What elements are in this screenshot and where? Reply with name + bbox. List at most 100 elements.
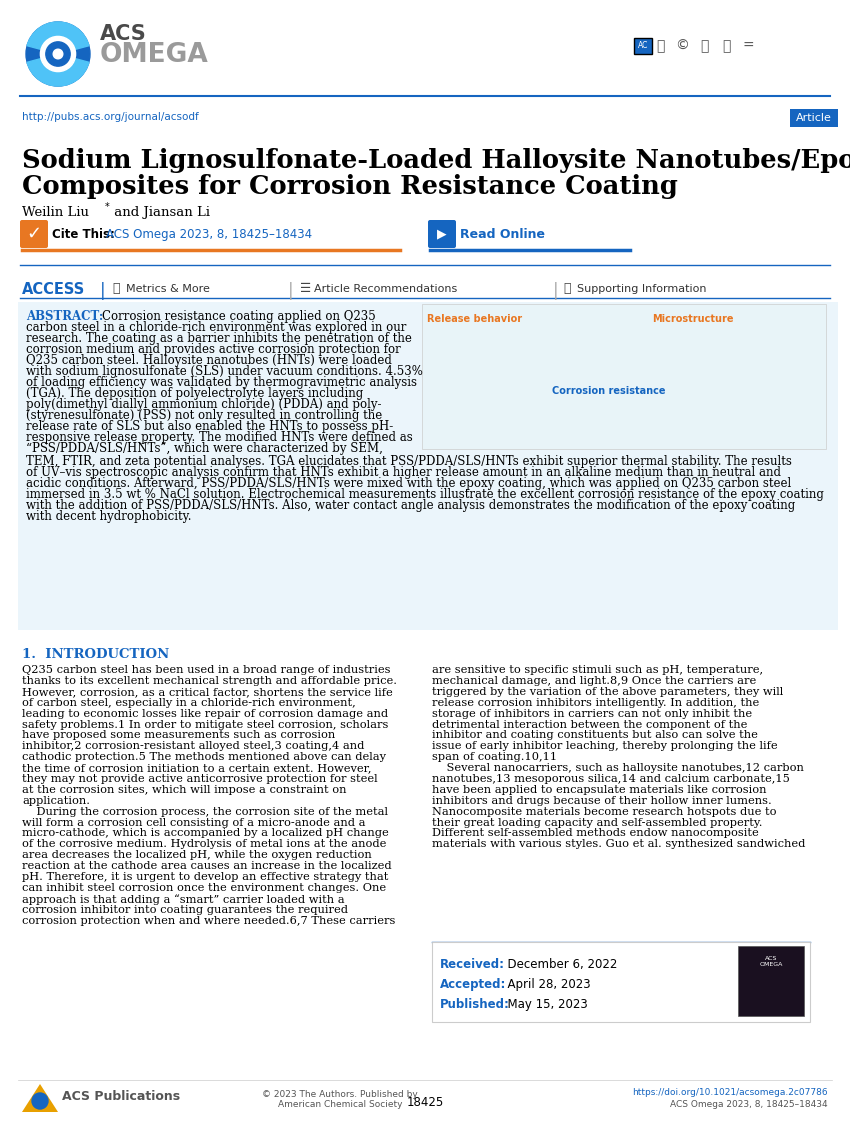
Text: corrosion protection when and where needed.6,7 These carriers: corrosion protection when and where need… [22,916,395,926]
FancyBboxPatch shape [422,304,826,450]
Text: release corrosion inhibitors intelligently. In addition, the: release corrosion inhibitors intelligent… [432,697,759,707]
Text: storage of inhibitors in carriers can not only inhibit the: storage of inhibitors in carriers can no… [432,708,752,719]
Text: ACS
OMEGA: ACS OMEGA [759,956,783,966]
Text: Microstructure: Microstructure [652,314,734,324]
Text: 18425: 18425 [406,1096,444,1109]
Text: of UV–vis spectroscopic analysis confirm that HNTs exhibit a higher release amou: of UV–vis spectroscopic analysis confirm… [26,466,781,479]
Text: OMEGA: OMEGA [100,41,209,68]
Text: immersed in 3.5 wt % NaCl solution. Electrochemical measurements illustrate the : immersed in 3.5 wt % NaCl solution. Elec… [26,488,824,501]
Text: of loading efficiency was validated by thermogravimetric analysis: of loading efficiency was validated by t… [26,376,417,389]
Text: https://doi.org/10.1021/acsomega.2c07786: https://doi.org/10.1021/acsomega.2c07786 [632,1088,828,1097]
Text: with decent hydrophobicity.: with decent hydrophobicity. [26,510,191,524]
Text: During the corrosion process, the corrosion site of the metal: During the corrosion process, the corros… [22,807,388,817]
Text: Composites for Corrosion Resistance Coating: Composites for Corrosion Resistance Coat… [22,174,677,200]
Text: responsive release property. The modified HNTs were defined as: responsive release property. The modifie… [26,430,413,444]
Text: ☰: ☰ [300,282,311,295]
Text: poly(dimethyl diallyl ammonium chloride) (PDDA) and poly-: poly(dimethyl diallyl ammonium chloride)… [26,398,382,411]
Text: Sodium Lignosulfonate-Loaded Halloysite Nanotubes/Epoxy: Sodium Lignosulfonate-Loaded Halloysite … [22,148,850,173]
Text: ©: © [675,39,689,53]
Circle shape [54,49,63,58]
Text: can inhibit steel corrosion once the environment changes. One: can inhibit steel corrosion once the env… [22,883,386,893]
Text: ⓘ: ⓘ [700,39,708,53]
Text: carbon steel in a chloride-rich environment was explored in our: carbon steel in a chloride-rich environm… [26,321,406,334]
Polygon shape [22,1084,58,1112]
Text: and Jiansan Li: and Jiansan Li [110,206,210,219]
Text: issue of early inhibitor leaching, thereby prolonging the life: issue of early inhibitor leaching, there… [432,741,778,751]
Text: Corrosion resistance coating applied on Q235: Corrosion resistance coating applied on … [102,311,376,323]
FancyBboxPatch shape [634,38,652,54]
Text: of the corrosive medium. Hydrolysis of metal ions at the anode: of the corrosive medium. Hydrolysis of m… [22,840,387,850]
Text: they may not provide active anticorrosive protection for steel: they may not provide active anticorrosiv… [22,773,377,784]
Text: Supporting Information: Supporting Information [577,284,706,294]
Text: mechanical damage, and light.8,9 Once the carriers are: mechanical damage, and light.8,9 Once th… [432,676,756,686]
Text: research. The coating as a barrier inhibits the penetration of the: research. The coating as a barrier inhib… [26,332,412,345]
Text: AC: AC [638,41,649,50]
Text: Q235 carbon steel has been used in a broad range of industries: Q235 carbon steel has been used in a bro… [22,665,390,675]
Circle shape [32,1093,48,1109]
Text: area decreases the localized pH, while the oxygen reduction: area decreases the localized pH, while t… [22,851,371,860]
FancyBboxPatch shape [20,220,48,248]
Text: December 6, 2022: December 6, 2022 [500,958,617,971]
Text: triggered by the variation of the above parameters, they will: triggered by the variation of the above … [432,687,783,697]
Text: inhibitor and coating constituents but also can solve the: inhibitor and coating constituents but a… [432,731,758,740]
Wedge shape [27,22,89,54]
Text: (styrenesulfonate) (PSS) not only resulted in controlling the: (styrenesulfonate) (PSS) not only result… [26,409,383,421]
Text: ACCESS: ACCESS [22,282,85,297]
FancyBboxPatch shape [428,220,456,248]
Text: Ⓢ: Ⓢ [722,39,730,53]
Text: safety problems.1 In order to mitigate steel corrosion, scholars: safety problems.1 In order to mitigate s… [22,720,388,730]
Text: © 2023 The Authors. Published by
American Chemical Society: © 2023 The Authors. Published by America… [262,1090,418,1110]
Text: 1.  INTRODUCTION: 1. INTRODUCTION [22,648,169,661]
Text: inhibitor,2 corrosion-resistant alloyed steel,3 coating,4 and: inhibitor,2 corrosion-resistant alloyed … [22,741,365,751]
Text: cathodic protection.5 The methods mentioned above can delay: cathodic protection.5 The methods mentio… [22,752,386,762]
Text: Metrics & More: Metrics & More [126,284,210,294]
Text: ACS Omega 2023, 8, 18425–18434: ACS Omega 2023, 8, 18425–18434 [671,1100,828,1109]
Text: *: * [105,202,110,212]
Text: However, corrosion, as a critical factor, shortens the service life: However, corrosion, as a critical factor… [22,687,393,697]
Text: Read Online: Read Online [460,228,545,241]
Text: at the corrosion sites, which will impose a constraint on: at the corrosion sites, which will impos… [22,785,347,795]
Text: ABSTRACT:: ABSTRACT: [26,311,103,323]
FancyBboxPatch shape [432,942,810,1022]
Text: with the addition of PSS/PDDA/SLS/HNTs. Also, water contact angle analysis demon: with the addition of PSS/PDDA/SLS/HNTs. … [26,499,796,512]
Text: are sensitive to specific stimuli such as pH, temperature,: are sensitive to specific stimuli such a… [432,665,763,675]
Text: have been applied to encapsulate materials like corrosion: have been applied to encapsulate materia… [432,785,767,795]
Text: Ⓢ: Ⓢ [563,282,570,295]
Text: http://pubs.acs.org/journal/acsodf: http://pubs.acs.org/journal/acsodf [22,112,199,122]
Text: Received:: Received: [440,958,505,971]
Text: TEM, FTIR, and zeta potential analyses. TGA elucidates that PSS/PDDA/SLS/HNTs ex: TEM, FTIR, and zeta potential analyses. … [26,455,792,467]
Text: have proposed some measurements such as corrosion: have proposed some measurements such as … [22,731,335,740]
Text: nanotubes,13 mesoporous silica,14 and calcium carbonate,15: nanotubes,13 mesoporous silica,14 and ca… [432,773,790,784]
Text: ✓: ✓ [26,225,42,243]
Text: span of coating.10,11: span of coating.10,11 [432,752,557,762]
Text: =: = [742,39,754,53]
Text: ▶: ▶ [437,228,447,241]
Circle shape [46,41,71,66]
Text: approach is that adding a “smart” carrier loaded with a: approach is that adding a “smart” carrie… [22,893,344,905]
Text: Weilin Liu: Weilin Liu [22,206,89,219]
Text: Published:: Published: [440,998,510,1011]
Text: April 28, 2023: April 28, 2023 [500,978,591,991]
FancyBboxPatch shape [738,946,804,1016]
Text: of carbon steel, especially in a chloride-rich environment,: of carbon steel, especially in a chlorid… [22,697,356,707]
Text: acidic conditions. Afterward, PSS/PDDA/SLS/HNTs were mixed with the epoxy coatin: acidic conditions. Afterward, PSS/PDDA/S… [26,478,791,490]
Text: detrimental interaction between the component of the: detrimental interaction between the comp… [432,720,747,730]
Text: Release behavior: Release behavior [427,314,522,324]
Text: their great loading capacity and self-assembled property.: their great loading capacity and self-as… [432,817,762,827]
Text: ACS Omega 2023, 8, 18425–18434: ACS Omega 2023, 8, 18425–18434 [106,228,312,241]
FancyBboxPatch shape [18,302,838,630]
Text: ACS: ACS [100,24,147,44]
Text: leading to economic losses like repair of corrosion damage and: leading to economic losses like repair o… [22,708,388,719]
Text: |: | [100,282,105,300]
Text: Corrosion resistance: Corrosion resistance [552,387,666,397]
Text: ⦉: ⦉ [112,282,120,295]
Text: ACS Publications: ACS Publications [62,1090,180,1103]
Text: will form a corrosion cell consisting of a micro-anode and a: will form a corrosion cell consisting of… [22,817,366,827]
Circle shape [41,36,76,72]
Text: inhibitors and drugs because of their hollow inner lumens.: inhibitors and drugs because of their ho… [432,796,772,806]
Text: Accepted:: Accepted: [440,978,507,991]
Text: thanks to its excellent mechanical strength and affordable price.: thanks to its excellent mechanical stren… [22,676,397,686]
Text: pH. Therefore, it is urgent to develop an effective strategy that: pH. Therefore, it is urgent to develop a… [22,872,388,882]
Text: the time of corrosion initiation to a certain extent. However,: the time of corrosion initiation to a ce… [22,763,371,773]
Text: Nanocomposite materials become research hotspots due to: Nanocomposite materials become research … [432,807,777,817]
